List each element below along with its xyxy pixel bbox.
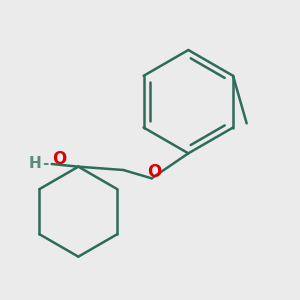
Text: O: O (52, 150, 66, 168)
Text: H: H (28, 156, 41, 171)
Text: -: - (43, 156, 49, 171)
Text: O: O (147, 163, 161, 181)
